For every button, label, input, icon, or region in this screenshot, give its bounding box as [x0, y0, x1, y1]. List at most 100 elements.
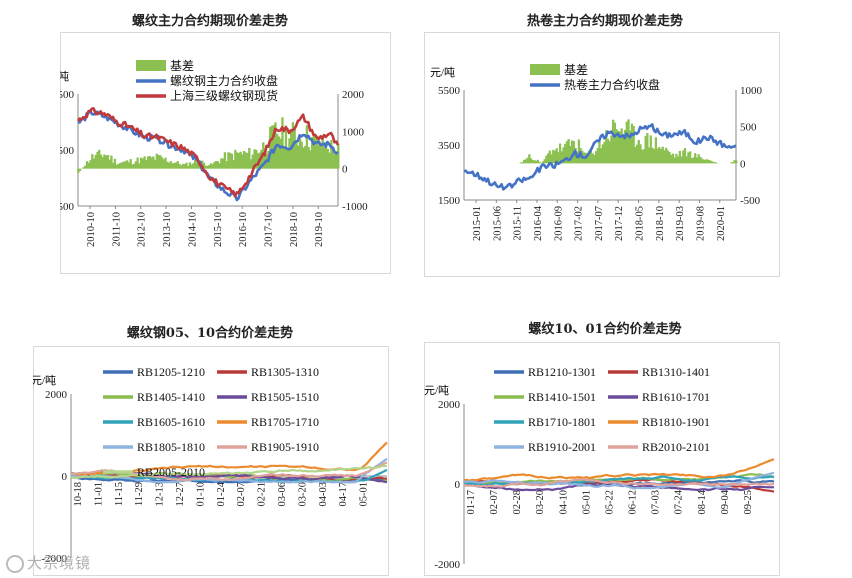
legend-label: RB2010-2101: [642, 440, 710, 454]
basis-bar: [139, 157, 143, 169]
basis-bar: [213, 162, 216, 169]
basis-bar: [201, 160, 204, 169]
legend-label: RB1905-1910: [251, 440, 319, 454]
x-tick-label: 02-21: [257, 482, 268, 507]
basis-bar: [622, 135, 625, 164]
basis-bar: [594, 151, 598, 164]
basis-bar: [101, 156, 104, 169]
basis-bar: [113, 158, 117, 169]
basis-bar: [208, 165, 211, 169]
basis-bar: [159, 155, 162, 169]
basis-bar: [733, 160, 736, 164]
x-tick-label: 2017-12: [614, 206, 625, 241]
basis-bar: [87, 162, 90, 169]
basis-bar: [545, 155, 548, 164]
basis-bar: [526, 157, 529, 164]
basis-bar: [531, 160, 534, 164]
basis-bar: [91, 154, 94, 169]
basis-bar: [646, 133, 649, 164]
basis-bar: [649, 135, 652, 164]
basis-bar: [317, 145, 321, 169]
legend-label: 热卷主力合约收盘: [564, 77, 660, 92]
basis-bar: [567, 139, 570, 164]
chart2-plot: 元/吨 1500 3500 5500 -500 0 500 1000 2015-01 2015-0…: [430, 63, 763, 241]
basis-bar: [630, 123, 634, 164]
basis-bar: [553, 150, 557, 164]
basis-bar: [665, 147, 668, 164]
basis-bar: [124, 161, 127, 169]
basis-bar: [538, 161, 541, 164]
right-y-tick-label: 0: [740, 158, 746, 170]
basis-bar: [143, 156, 146, 169]
chart1-plot: 元/吨 1500 3500 5500 -1000 0 1000 2000 2010-10 2011…: [60, 59, 368, 247]
basis-bar: [663, 150, 666, 164]
basis-bar: [569, 146, 572, 164]
basis-bar: [550, 154, 553, 164]
x-tick-label: 02-07: [489, 490, 500, 515]
basis-bar: [112, 162, 115, 169]
basis-bar: [125, 160, 129, 169]
basis-bar: [276, 134, 279, 169]
basis-bar: [598, 140, 601, 164]
basis-bar: [246, 152, 249, 169]
basis-bar: [337, 143, 340, 169]
basis-bar: [319, 145, 323, 169]
chart4-title: 螺纹10、01合约价差走势: [528, 322, 682, 337]
basis-bar: [656, 148, 659, 164]
left-y-tick-label: 3500: [438, 140, 461, 152]
basis-bar: [536, 159, 540, 164]
basis-bar: [84, 165, 87, 169]
basis-bar: [330, 140, 333, 169]
basis-bar: [678, 150, 681, 164]
basis-bar: [85, 161, 89, 169]
basis-bar: [98, 149, 101, 169]
basis-bar: [620, 128, 623, 164]
x-tick-label: 2017-10: [264, 212, 275, 247]
basis-bar: [195, 162, 199, 169]
chart1-title: 螺纹主力合约期现价差走势: [131, 14, 288, 29]
basis-bar: [519, 162, 522, 164]
basis-bar: [565, 141, 569, 164]
basis-bar: [155, 153, 158, 169]
legend-label: RB1605-1610: [137, 415, 205, 429]
right-y-tick-label: 1000: [740, 85, 763, 97]
basis-bar: [615, 129, 618, 164]
basis-bar: [302, 147, 305, 169]
chart3-title: 螺纹钢05、10合约价差走势: [126, 326, 294, 341]
x-tick-label: 05-01: [581, 490, 592, 515]
x-tick-label: 2012-10: [137, 212, 148, 247]
basis-bar: [326, 148, 329, 169]
basis-bar: [586, 154, 589, 164]
legend-label: RB1810-1901: [642, 415, 710, 429]
basis-bar: [323, 147, 326, 169]
basis-bar: [153, 159, 157, 169]
basis-bar: [230, 153, 234, 169]
basis-bar: [288, 138, 291, 169]
x-tick-label: 04-03: [318, 482, 329, 507]
x-tick-label: 07-24: [674, 489, 685, 514]
basis-bar: [730, 162, 733, 164]
basis-bar: [632, 126, 635, 164]
legend-label: RB1910-2001: [528, 440, 596, 454]
x-tick-label: 09-04: [720, 489, 731, 514]
basis-bar: [171, 163, 174, 169]
basis-bar: [699, 156, 702, 164]
legend-label: RB1310-1401: [642, 365, 710, 379]
basis-bar: [216, 161, 220, 169]
basis-bar: [228, 152, 232, 169]
x-tick-label: 07-03: [651, 490, 662, 515]
x-tick-label: 2016-04: [533, 205, 544, 241]
basis-bar: [682, 150, 685, 164]
x-tick-label: 2014-10: [187, 212, 198, 247]
basis-bar: [552, 149, 555, 164]
legend-label: RB1410-1501: [528, 390, 596, 404]
basis-bar: [148, 155, 152, 169]
basis-bar: [521, 162, 524, 164]
basis-bar: [279, 138, 282, 169]
basis-bar: [658, 147, 661, 164]
basis-bar: [167, 162, 171, 169]
basis-bar: [174, 162, 178, 169]
watermark-logo-icon: [6, 554, 24, 573]
basis-bar: [82, 167, 85, 169]
basis-bar: [637, 140, 640, 164]
